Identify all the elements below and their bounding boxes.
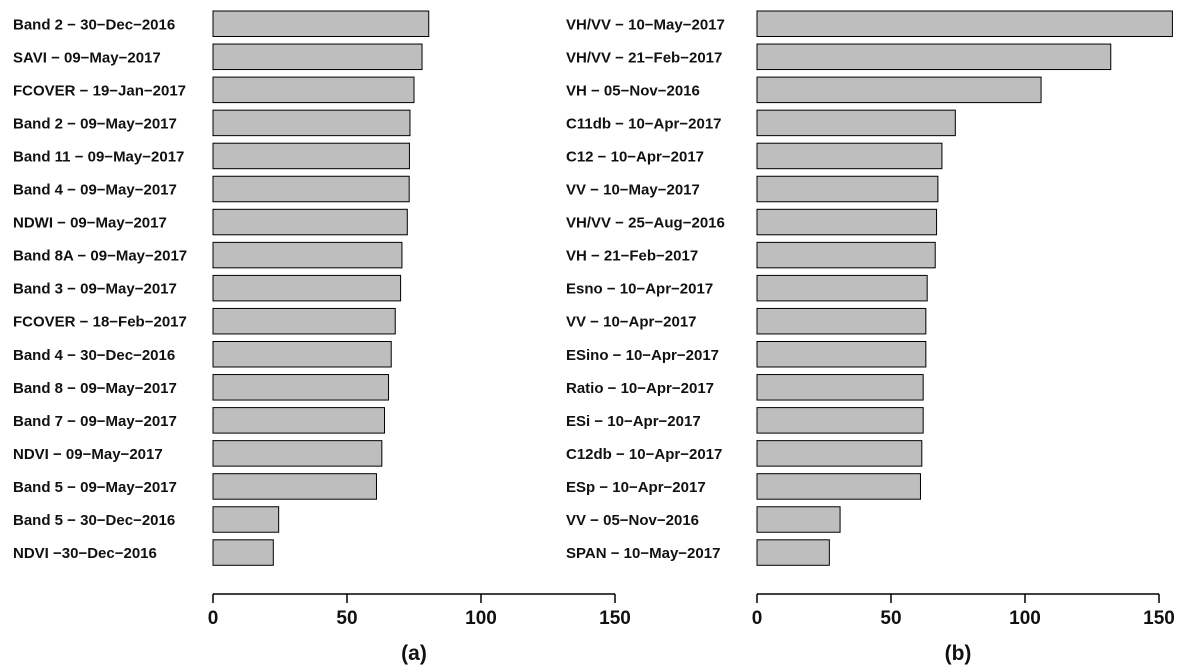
category-label: Band 11 − 09−May−2017 [13,148,184,165]
bar [212,473,377,500]
bar [756,473,921,500]
category-label: ESi − 10−Apr−2017 [566,413,701,430]
bar [756,341,927,368]
category-label: C11db − 10−Apr−2017 [566,115,722,132]
category-label: SPAN − 10−May−2017 [566,545,720,562]
category-label: Band 8A − 09−May−2017 [13,248,187,265]
chart-panel-b: VH/VV − 10−May−2017 VH/VV − 21−Feb−2017 VH… [566,10,1175,665]
bar [212,374,390,401]
category-label: Band 7 − 09−May−2017 [13,413,177,430]
bar [756,539,830,566]
x-tick-label: 150 [599,608,631,629]
category-label: VV − 10−May−2017 [566,182,700,199]
category-label: Ratio − 10−Apr−2017 [566,380,714,397]
category-label: Band 5 − 30−Dec−2016 [13,512,175,529]
category-label: ESino − 10−Apr−2017 [566,347,719,364]
category-label: FCOVER − 18−Feb−2017 [13,314,187,331]
category-label: FCOVER − 19−Jan−2017 [13,82,186,99]
category-label: C12db − 10−Apr−2017 [566,446,722,463]
bar [212,10,430,37]
x-tick-label: 0 [752,608,763,629]
bar [756,374,924,401]
bar [212,142,410,170]
panel-label: (b) [945,642,972,665]
category-label: VH − 05−Nov−2016 [566,82,700,99]
bar [212,307,396,335]
category-label: NDWI − 09−May−2017 [13,215,167,232]
bar [212,109,411,137]
category-label: NDVI − 09−May−2017 [13,446,163,463]
bar [756,307,927,335]
category-label: C12 − 10−Apr−2017 [566,148,704,165]
category-label: Band 2 − 30−Dec−2016 [13,16,175,33]
bar [212,506,280,533]
bar [756,109,956,137]
x-tick-label: 0 [208,608,219,629]
bar [756,208,938,236]
category-label: VH/VV − 21−Feb−2017 [566,49,722,66]
bar [212,76,415,104]
bar [212,241,403,269]
bar [756,43,1112,71]
bar [212,43,423,71]
x-tick-label: 100 [465,608,497,629]
bar [756,274,928,302]
category-label: Band 4 − 09−May−2017 [13,182,177,199]
bar [212,208,408,236]
bar [756,10,1173,37]
category-label: SAVI − 09−May−2017 [13,49,161,66]
category-label: Band 3 − 09−May−2017 [13,281,177,298]
x-tick-label: 50 [880,608,901,629]
bar [756,506,841,533]
bar [756,76,1042,104]
x-tick-label: 150 [1143,608,1175,629]
category-label: Band 8 − 09−May−2017 [13,380,177,397]
category-label: Band 4 − 30−Dec−2016 [13,347,175,364]
panel-label: (a) [401,642,427,665]
category-label: VV − 10−Apr−2017 [566,314,697,331]
category-label: NDVI −30−Dec−2016 [13,545,157,562]
bar [212,539,274,566]
bar [756,142,943,170]
bar [212,274,402,302]
category-label: Band 5 − 09−May−2017 [13,479,177,496]
bar [212,341,392,368]
bar [756,241,936,269]
x-tick-label: 50 [336,608,357,629]
category-label: Band 2 − 09−May−2017 [13,115,177,132]
category-label: VH − 21−Feb−2017 [566,248,698,265]
bar [212,440,383,467]
category-label: ESp − 10−Apr−2017 [566,479,706,496]
bar [756,407,924,434]
category-label: VH/VV − 25−Aug−2016 [566,215,725,232]
bar [756,440,923,467]
category-label: Esno − 10−Apr−2017 [566,281,713,298]
bar [212,175,410,203]
category-label: VH/VV − 10−May−2017 [566,16,725,33]
bar [756,175,939,203]
category-label: VV − 05−Nov−2016 [566,512,699,529]
bar [212,407,386,434]
x-tick-label: 100 [1009,608,1041,629]
chart-panel-a: Band 2 − 30−Dec−2016 SAVI − 09−May−2017 FC… [13,10,631,665]
